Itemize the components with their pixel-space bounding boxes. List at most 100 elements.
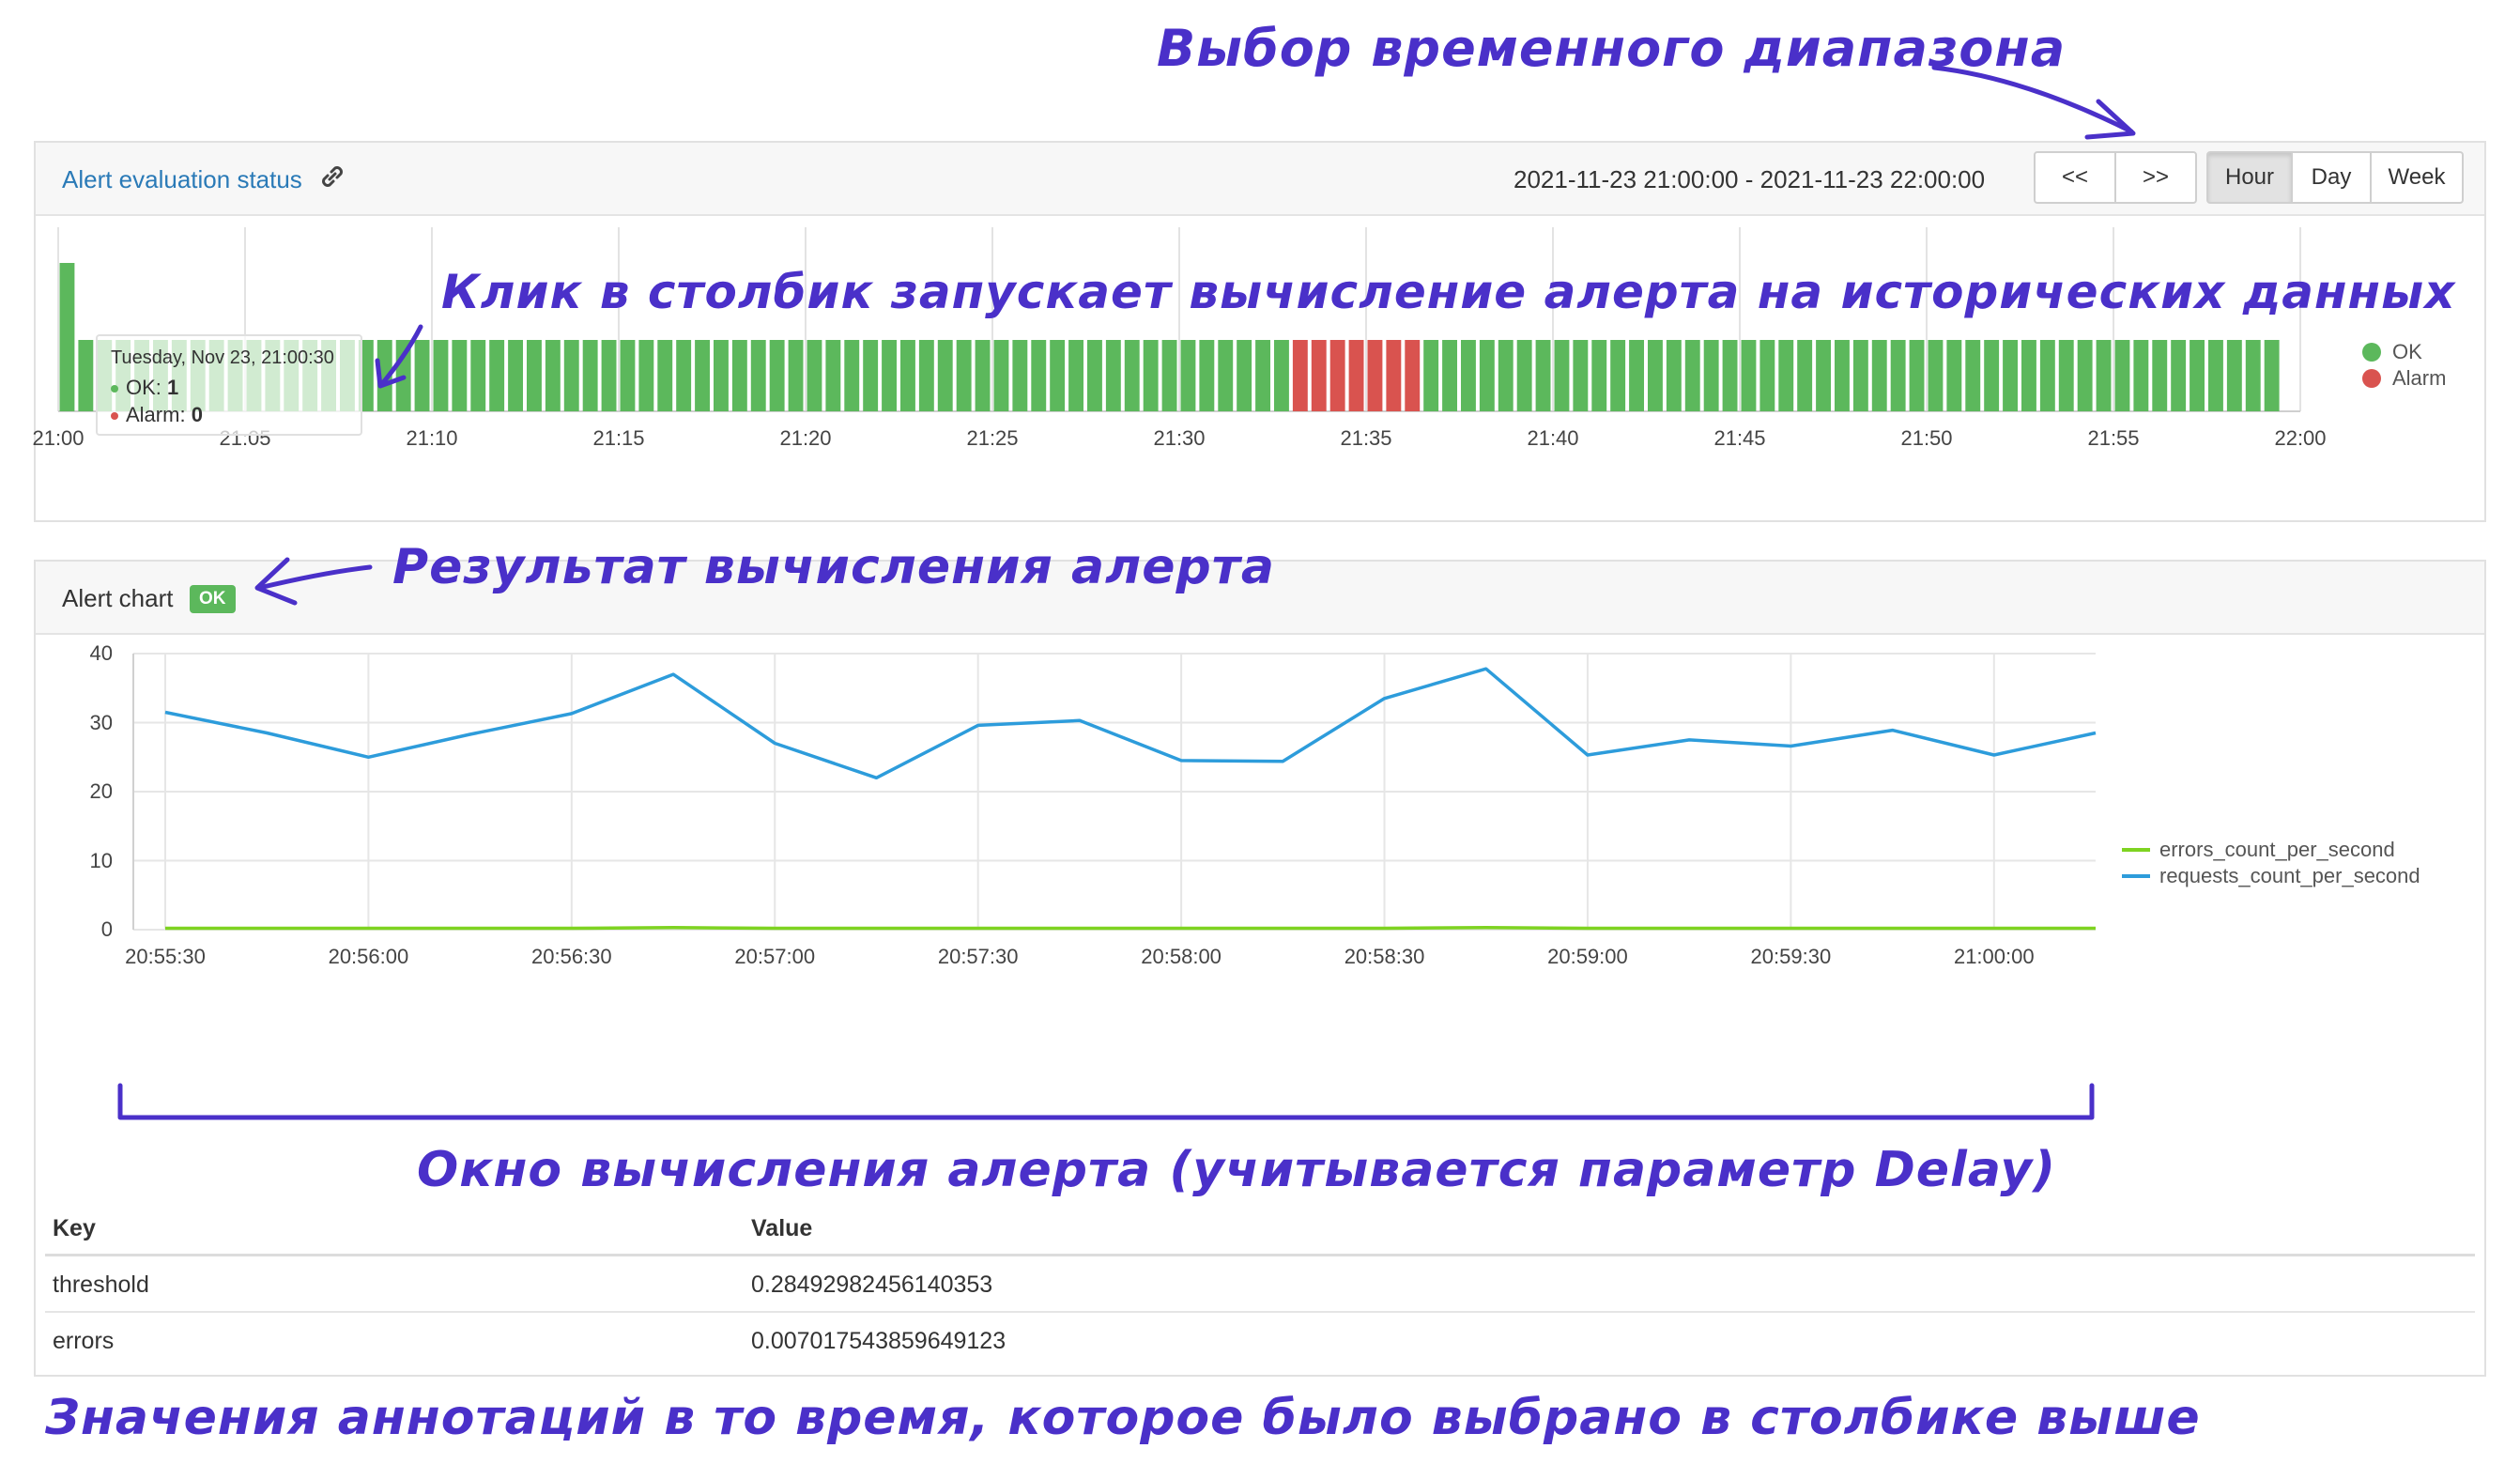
ok-bar (993, 340, 1009, 411)
legend-requests-label: requests_count_per_second (2159, 864, 2420, 887)
alert-status-bar-chart (57, 227, 2301, 412)
legend-requests-swatch (2122, 874, 2150, 878)
ok-bar (1797, 340, 1813, 411)
chart-y-tick: 40 (89, 641, 113, 665)
chart-y-tick: 20 (89, 779, 113, 803)
ok-bar (452, 340, 468, 411)
ok-bar (750, 340, 766, 411)
ok-bar (1274, 340, 1289, 411)
ok-bar (78, 340, 94, 411)
status-x-tick: 21:10 (406, 426, 458, 450)
chart-x-tick: 20:56:30 (531, 945, 612, 968)
kv-row-errors: errors 0.007017543859649123 (45, 1313, 2475, 1369)
ok-bar (731, 340, 747, 411)
ok-bar (900, 340, 915, 411)
ok-bar (2208, 340, 2223, 411)
ok-bar (695, 340, 710, 411)
range-day-button[interactable]: Day (2291, 151, 2372, 204)
ok-bar (601, 340, 617, 411)
legend-alarm-label: Alarm (2392, 366, 2447, 390)
kv-header-key: Key (53, 1215, 96, 1241)
ok-bar (376, 340, 392, 411)
alarm-bar (1367, 340, 1383, 411)
alert-chart-header: Alert chart OK (36, 562, 2484, 635)
tooltip-alarm-row: Alarm: 0 (111, 403, 203, 427)
chart-x-tick: 20:58:30 (1344, 945, 1425, 968)
status-x-tick: 21:40 (1527, 426, 1579, 450)
ok-bar (882, 340, 897, 411)
ok-bar (1068, 340, 1083, 411)
bar-tooltip: Tuesday, Nov 23, 21:00:30 OK: 1 Alarm: 0 (96, 334, 362, 436)
status-x-tick: 21:45 (1713, 426, 1766, 450)
alert-evaluation-title[interactable]: Alert evaluation status (62, 165, 302, 193)
legend-errors-series[interactable]: errors_count_per_second (2122, 838, 2395, 862)
ok-bar (1778, 340, 1794, 411)
ok-bar (807, 340, 822, 411)
annotation-time-range: Выбор временного диапазона (1157, 19, 2067, 78)
ok-bar (2171, 340, 2187, 411)
alarm-bar (1329, 340, 1345, 411)
range-week-button[interactable]: Week (2370, 151, 2464, 204)
ok-bar (1143, 340, 1159, 411)
annotation-click-column: Клик в столбик запускает вычисление алер… (441, 265, 2456, 319)
ok-bar (2077, 340, 2093, 411)
chart-x-tick: 20:57:00 (734, 945, 816, 968)
ok-bar (620, 340, 636, 411)
alarm-bar (1311, 340, 1327, 411)
prev-range-button[interactable]: << (2034, 151, 2116, 204)
ok-bar (1199, 340, 1215, 411)
ok-bar (1554, 340, 1570, 411)
ok-bar (1703, 340, 1719, 411)
chart-x-tick: 20:59:00 (1547, 945, 1628, 968)
ok-bar (414, 340, 430, 411)
ok-bar (1890, 340, 1906, 411)
status-legend-ok[interactable]: OK (2362, 340, 2422, 364)
ok-bar (937, 340, 953, 411)
tooltip-alarm-value: 0 (191, 403, 203, 426)
link-icon[interactable] (317, 162, 347, 192)
ok-bar (527, 340, 542, 411)
ok-bar (1759, 340, 1775, 411)
annotation-result: Результат вычисления алерта (392, 539, 1275, 595)
kv-row-threshold: threshold 0.28492982456140353 (45, 1256, 2475, 1313)
ok-bar (2058, 340, 2074, 411)
ok-bar (433, 340, 449, 411)
ok-bar (1965, 340, 1981, 411)
ok-bar (1031, 340, 1047, 411)
ok-bar (1666, 340, 1682, 411)
kv-key-threshold: threshold (53, 1271, 149, 1298)
ok-bar (1124, 340, 1140, 411)
ok-bar (1535, 340, 1551, 411)
ok-bar (1423, 340, 1439, 411)
ok-bar (1105, 340, 1121, 411)
kv-value-threshold: 0.28492982456140353 (751, 1271, 993, 1298)
ok-bar (2133, 340, 2149, 411)
ok-bar (2021, 340, 2036, 411)
kv-header-value: Value (751, 1215, 813, 1241)
ok-bar (788, 340, 804, 411)
alert-line-chart (132, 653, 2097, 931)
legend-requests-series[interactable]: requests_count_per_second (2122, 864, 2420, 888)
alarm-bar (1348, 340, 1364, 411)
ok-bar (956, 340, 972, 411)
ok-bar (769, 340, 785, 411)
legend-ok-label: OK (2392, 340, 2422, 363)
chart-y-tick: 0 (100, 917, 113, 941)
ok-bar (1255, 340, 1270, 411)
status-legend-alarm[interactable]: Alarm (2362, 366, 2446, 391)
ok-bar (2226, 340, 2242, 411)
ok-bar (1684, 340, 1700, 411)
range-hour-button[interactable]: Hour (2206, 151, 2293, 204)
chart-x-tick: 20:55:30 (125, 945, 206, 968)
ok-bar (1573, 340, 1589, 411)
chart-x-tick: 20:59:30 (1750, 945, 1832, 968)
ok-bar (1629, 340, 1644, 411)
alarm-bar (1292, 340, 1308, 411)
ok-bar (714, 340, 729, 411)
series-line-errors_count_per_second (165, 926, 2096, 931)
next-range-button[interactable]: >> (2114, 151, 2197, 204)
ok-bar (59, 263, 75, 411)
arrow-annotation-click-column (375, 324, 423, 389)
status-x-tick: 21:20 (779, 426, 832, 450)
chart-x-tick: 20:57:30 (937, 945, 1019, 968)
